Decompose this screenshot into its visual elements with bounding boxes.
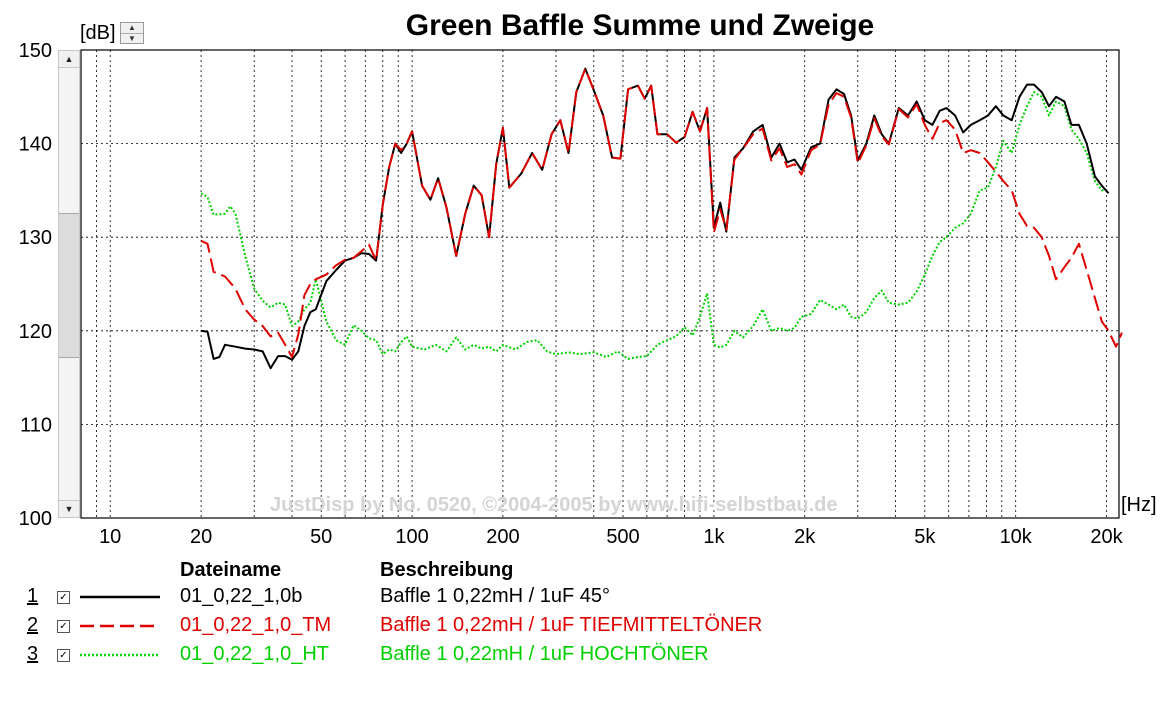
series-line-3 (200, 91, 1109, 360)
x-tick-label: 20k (1090, 526, 1123, 548)
chart-area: 100 110 120 130 140 150 10 20 50 100 200 500 1k 2k 5k 1… (19, 40, 1124, 548)
legend-row: 1 ✓ 01_0,22_1,0b Baffle 1 0,22mH / 1uF 4… (0, 585, 1174, 613)
legend-description: Baffle 1 0,22mH / 1uF HOCHTÖNER (380, 643, 709, 665)
x-tick-label: 200 (486, 526, 519, 548)
legend-header-desc: Beschreibung (380, 559, 514, 581)
checkbox-icon[interactable]: ✓ (57, 591, 70, 604)
y-scale-spinner[interactable]: ▲ ▼ (120, 22, 144, 44)
y-tick-label: 110 (20, 414, 52, 436)
scroll-up-icon[interactable]: ▲ (59, 51, 79, 68)
x-tick-label: 100 (395, 526, 428, 548)
x-tick-label: 20 (190, 526, 212, 548)
legend-number[interactable]: 2 (27, 614, 39, 636)
y-tick-label: 130 (19, 227, 52, 249)
y-unit-label: [dB] (80, 22, 116, 44)
legend-filename: 01_0,22_1,0b (180, 585, 303, 607)
y-tick-label: 150 (19, 40, 52, 62)
checkbox-icon[interactable]: ✓ (57, 649, 70, 662)
scroll-thumb[interactable] (59, 213, 79, 358)
spin-up-icon[interactable]: ▲ (128, 23, 136, 32)
legend-description: Baffle 1 0,22mH / 1uF 45° (380, 585, 610, 607)
x-tick-label: 2k (794, 526, 816, 548)
legend-row: 2 ✓ 01_0,22_1,0_TM Baffle 1 0,22mH / 1uF… (0, 614, 1174, 642)
spin-down-icon[interactable]: ▼ (121, 33, 143, 44)
y-tick-label: 120 (19, 321, 52, 343)
x-unit-label: [Hz] (1121, 494, 1157, 516)
legend-line-sample (80, 595, 160, 599)
chart-title: Green Baffle Summe und Zweige (405, 9, 875, 42)
y-tick-label: 140 (19, 134, 52, 156)
checkbox-icon[interactable]: ✓ (57, 620, 70, 633)
scroll-down-icon[interactable]: ▼ (59, 500, 79, 517)
legend-header-file: Dateiname (180, 559, 282, 581)
legend-filename: 01_0,22_1,0_HT (180, 643, 330, 665)
x-tick-label: 1k (703, 526, 725, 548)
x-tick-label: 500 (606, 526, 639, 548)
legend-row: 3 ✓ 01_0,22_1,0_HT Baffle 1 0,22mH / 1uF… (0, 643, 1174, 671)
legend-number[interactable]: 1 (27, 585, 39, 607)
vertical-scrollbar[interactable]: ▲ ▼ (58, 50, 80, 518)
x-tick-label: 5k (914, 526, 936, 548)
legend-number[interactable]: 3 (27, 643, 39, 665)
plot-background (81, 50, 1119, 518)
watermark: JustDisp by No. 0520, ©2004-2005 by www.… (270, 494, 838, 516)
plot-frame (80, 49, 1120, 519)
legend-description: Baffle 1 0,22mH / 1uF TIEFMITTELTÖNER (380, 614, 763, 636)
x-tick-label: 10k (1000, 526, 1033, 548)
legend-line-sample (80, 653, 160, 657)
y-tick-label: 100 (19, 508, 52, 530)
x-tick-label: 50 (310, 526, 332, 548)
x-tick-label: 10 (99, 526, 121, 548)
series-line-2 (200, 67, 1123, 358)
legend-line-sample (80, 624, 160, 628)
legend-filename: 01_0,22_1,0_TM (180, 614, 332, 636)
